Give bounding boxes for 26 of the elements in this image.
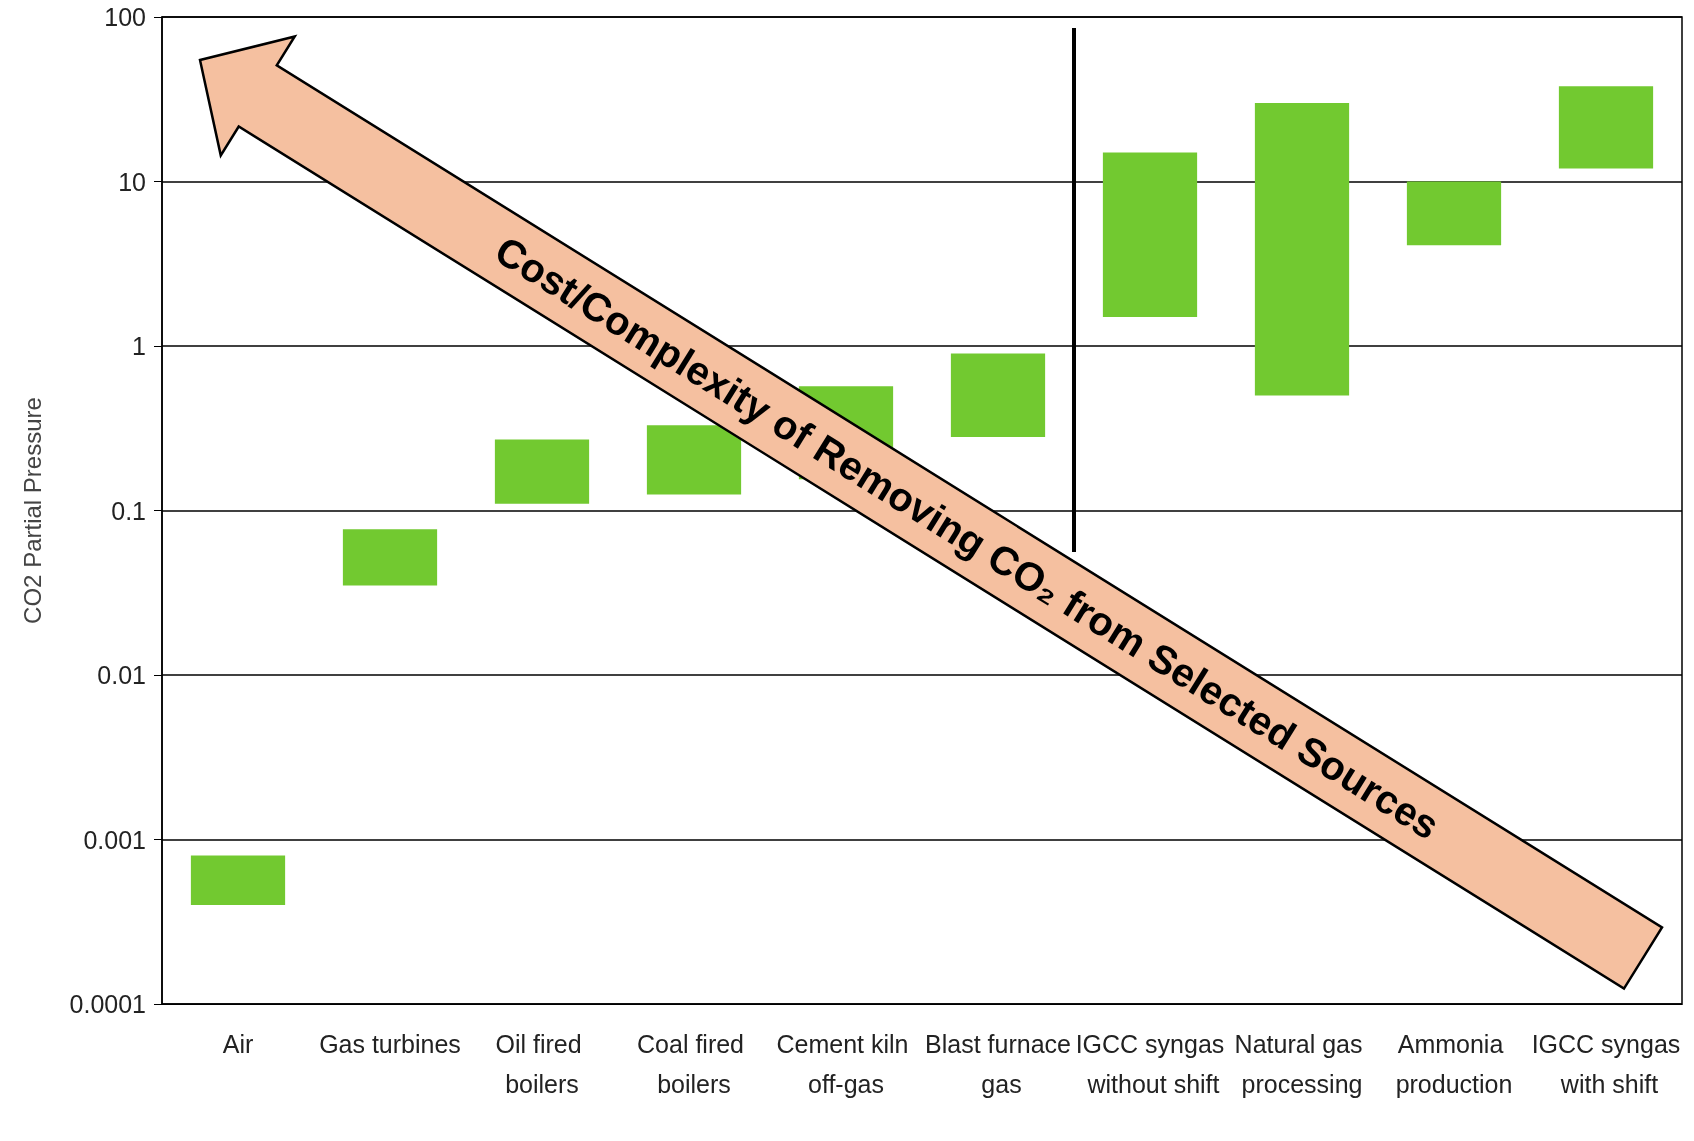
y-tick-label: 100 [104, 3, 146, 31]
x-tick-label: Oil fired boilers [495, 1030, 589, 1098]
x-tick-label: Cement kiln off-gas [776, 1030, 916, 1098]
y-tick-label: 1 [132, 332, 146, 360]
bar [494, 439, 590, 504]
bar [1406, 181, 1502, 246]
x-tick-label: Blast furnace gas [925, 1030, 1071, 1098]
bar [1558, 86, 1654, 169]
y-tick-label: 0.0001 [69, 990, 146, 1018]
bar [1102, 152, 1198, 318]
y-tick-label: 0.001 [83, 825, 146, 854]
bar [1254, 103, 1350, 396]
x-tick-label: IGCC syngas without shift [1075, 1030, 1225, 1098]
x-tick-label: Air [222, 1030, 254, 1058]
y-tick-label: 0.1 [111, 496, 146, 525]
x-tick-label: Ammonia production [1395, 1030, 1513, 1098]
bar [190, 855, 286, 905]
y-tick-label: 10 [118, 167, 146, 196]
x-tick-label: Natural gas processing [1234, 1030, 1370, 1098]
bar [646, 425, 742, 495]
x-tick-label: Gas turbines [319, 1030, 461, 1058]
x-tick-label: Coal fired boilers [637, 1030, 751, 1098]
y-tick-label: 0.01 [97, 661, 146, 689]
bar [342, 529, 438, 586]
y-axis-title: CO2 Partial Pressure [18, 397, 46, 624]
x-tick-label: IGCC syngas with shift [1531, 1030, 1681, 1098]
